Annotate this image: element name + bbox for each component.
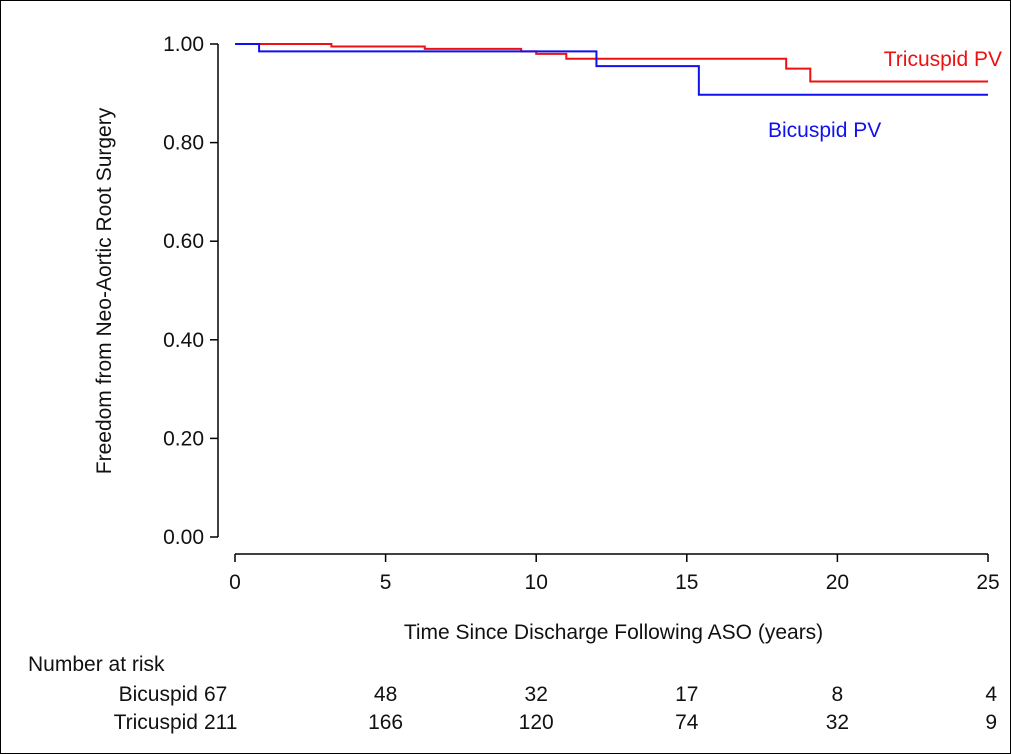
risk-count: 120 — [519, 711, 554, 734]
curve-bicuspid-pv — [235, 43, 988, 96]
x-axis-title: Time Since Discharge Following ASO (year… — [404, 621, 823, 644]
label-tricuspid-pv: Tricuspid PV — [884, 48, 1002, 71]
y-tick-label: 0.80 — [163, 132, 204, 155]
risk-count: 32 — [525, 683, 548, 706]
risk-count: 48 — [374, 683, 397, 706]
x-tick-label: 15 — [675, 571, 698, 594]
x-tick-label: 5 — [380, 571, 392, 594]
risk-count: 32 — [826, 711, 849, 734]
x-tick-label: 0 — [229, 571, 241, 594]
y-tick-label: 0.20 — [163, 427, 204, 450]
y-tick-label: 0.00 — [163, 526, 204, 549]
risk-count: 67 — [204, 683, 227, 706]
risk-row-label: Tricuspid — [114, 711, 198, 734]
curve-labels: Tricuspid PV Bicuspid PV — [768, 48, 1002, 142]
risk-count: 74 — [675, 711, 699, 734]
x-tick-label: 10 — [525, 571, 548, 594]
axes: 0.00 0.20 0.40 0.60 0.80 1.00 0 5 10 15 20 25 — [163, 33, 1000, 594]
y-tick-label: 0.40 — [163, 329, 204, 352]
risk-count: 8 — [832, 683, 844, 706]
risk-table: Bicuspid 67 48 32 17 8 4 Tricuspid 211 166 120 74 32… — [114, 683, 998, 734]
risk-row-label: Bicuspid — [119, 683, 198, 706]
x-tick-label: 20 — [826, 571, 849, 594]
risk-count: 4 — [985, 683, 997, 706]
risk-count: 17 — [675, 683, 698, 706]
risk-table-title: Number at risk — [28, 653, 165, 676]
x-tick-label: 25 — [976, 571, 999, 594]
y-tick-label: 0.60 — [163, 230, 204, 253]
curve-tricuspid-pv — [235, 43, 988, 83]
risk-count: 166 — [368, 711, 403, 734]
risk-count: 9 — [985, 711, 997, 734]
y-axis-title: Freedom from Neo-Aortic Root Surgery — [93, 107, 116, 474]
y-tick-label: 1.00 — [163, 33, 204, 56]
label-bicuspid-pv: Bicuspid PV — [768, 119, 881, 142]
risk-count: 211 — [204, 711, 237, 734]
survival-curves — [235, 43, 988, 96]
